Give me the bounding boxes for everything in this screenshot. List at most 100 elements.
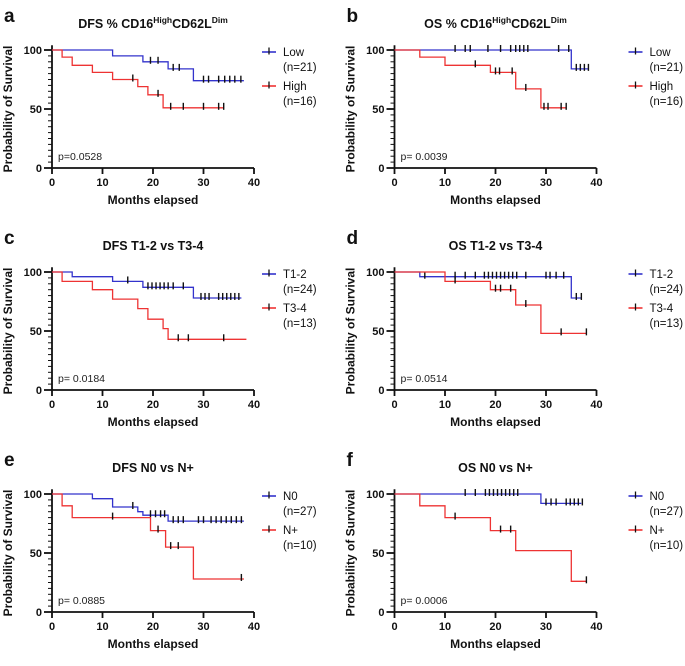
y-tick-label: 100	[366, 267, 384, 279]
panel-letter-d: d	[347, 228, 359, 249]
legend-series-n: (n=13)	[283, 318, 317, 330]
y-axis-title: Probability of Survival	[1, 46, 15, 173]
p-value-f: p= 0.0006	[401, 595, 448, 607]
legend-series-name: N+	[283, 525, 298, 537]
x-tick-label: 30	[540, 621, 552, 633]
legend-entry-n0: N0 (n=27)	[262, 491, 317, 518]
x-tick-label: 30	[197, 621, 209, 633]
x-tick-label: 10	[439, 399, 451, 411]
panel-letter-b: b	[347, 6, 359, 27]
legend-entry-n0: N0 (n=27)	[628, 491, 684, 518]
survival-curve-high	[394, 49, 567, 109]
legend-series-n: (n=27)	[283, 506, 317, 518]
x-axis-title: Months elapsed	[450, 637, 541, 651]
km-plot-f: f OS N0 vs N+ 0 50 100 0 10 20 30 40 Months elapse…	[344, 450, 684, 651]
panel-title-f: OS N0 vs N+	[458, 461, 533, 475]
legend-series-n: (n=27)	[650, 506, 684, 518]
y-tick-label: 0	[36, 607, 42, 619]
axes-d: 0 50 100 0 10 20 30 40	[366, 267, 602, 411]
panel-title-d: OS T1-2 vs T3-4	[449, 239, 543, 253]
km-panel-b: b OS % CD16HighCD62LDim 0 50 100 0 10 20 30 40 Mon…	[342, 0, 685, 222]
x-tick-label: 0	[49, 177, 55, 189]
y-tick-label: 50	[30, 548, 42, 560]
x-tick-label: 20	[147, 399, 159, 411]
legend-series-name: Low	[650, 47, 672, 59]
survival-curve-n0	[52, 493, 244, 522]
survival-curve-low	[52, 49, 244, 82]
panel-title-b: OS % CD16HighCD62LDim	[424, 15, 567, 31]
legend-entry-high: High (n=16)	[628, 81, 684, 108]
x-tick-label: 10	[439, 177, 451, 189]
legend-series-n: (n=10)	[283, 540, 317, 552]
survival-curve-low	[394, 49, 589, 70]
x-tick-label: 30	[540, 177, 552, 189]
y-axis-title: Probability of Survival	[1, 268, 15, 395]
km-plot-d: d OS T1-2 vs T3-4 0 50 100 0 10 20 30 40 Months el…	[344, 228, 684, 429]
x-tick-label: 30	[197, 399, 209, 411]
legend-entry-n+: N+ (n=10)	[628, 525, 683, 552]
x-tick-label: 0	[391, 177, 397, 189]
axes-a: 0 50 100 0 10 20 30 40	[24, 45, 260, 189]
x-tick-label: 40	[590, 399, 602, 411]
x-tick-label: 30	[540, 399, 552, 411]
x-tick-label: 0	[49, 399, 55, 411]
legend-series-n: (n=24)	[283, 284, 317, 296]
legend-series-name: T1-2	[650, 269, 674, 281]
y-tick-label: 50	[372, 104, 384, 116]
x-axis-title: Months elapsed	[450, 193, 541, 207]
legend-entry-high: High (n=16)	[262, 81, 317, 108]
survival-curve-n0	[394, 493, 582, 505]
y-tick-label: 0	[378, 163, 384, 175]
axes-c: 0 50 100 0 10 20 30 40	[24, 267, 260, 411]
panel-letter-c: c	[4, 228, 15, 249]
p-value-a: p=0.0528	[58, 151, 102, 163]
legend-series-name: High	[283, 81, 307, 93]
p-value-c: p= 0.0184	[58, 373, 105, 385]
x-tick-label: 40	[248, 399, 260, 411]
x-tick-label: 0	[49, 621, 55, 633]
legend-series-name: T3-4	[283, 303, 307, 315]
x-tick-label: 20	[489, 177, 501, 189]
x-tick-label: 10	[96, 177, 108, 189]
censor-ticks-n0	[132, 501, 243, 524]
panel-letter-f: f	[347, 450, 354, 471]
panel-title-e: DFS N0 vs N+	[112, 461, 194, 475]
x-tick-label: 40	[590, 621, 602, 633]
y-tick-label: 0	[378, 385, 384, 397]
legend-series-n: (n=21)	[650, 62, 684, 74]
y-tick-label: 50	[30, 326, 42, 338]
axes-b: 0 50 100 0 10 20 30 40	[366, 45, 602, 189]
x-tick-label: 20	[147, 177, 159, 189]
km-plot-a: a DFS % CD16HighCD62LDim 0 50 100 0 10 20 30 40 Mo…	[1, 6, 317, 207]
km-plot-e: e DFS N0 vs N+ 0 50 100 0 10 20 30 40 Months elaps…	[1, 450, 317, 651]
km-plot-c: c DFS T1-2 vs T3-4 0 50 100 0 10 20 30 40 Months e…	[1, 228, 317, 429]
legend-entry-t3-4: T3-4 (n=13)	[628, 303, 683, 330]
x-axis-title: Months elapsed	[108, 415, 199, 429]
km-panel-a: a DFS % CD16HighCD62LDim 0 50 100 0 10 20 30 40 Mo…	[0, 0, 342, 222]
y-tick-label: 0	[36, 163, 42, 175]
legend-series-n: (n=24)	[650, 284, 684, 296]
axes-e: 0 50 100 0 10 20 30 40	[24, 489, 260, 633]
x-tick-label: 30	[197, 177, 209, 189]
p-value-b: p= 0.0039	[401, 151, 448, 163]
survival-curve-t3-4	[52, 271, 247, 340]
legend-series-n: (n=16)	[283, 96, 317, 108]
censor-ticks-t3-4	[454, 276, 588, 336]
censor-ticks-n+	[454, 512, 588, 584]
legend-series-name: Low	[283, 47, 305, 59]
x-tick-label: 20	[489, 621, 501, 633]
legend-series-n: (n=16)	[650, 96, 684, 108]
legend-entry-t1-2: T1-2 (n=24)	[628, 269, 684, 296]
legend-series-name: T3-4	[650, 303, 674, 315]
censor-ticks-low	[454, 45, 590, 71]
y-axis-title: Probability of Survival	[1, 490, 15, 617]
censor-ticks-high	[132, 74, 225, 110]
y-tick-label: 50	[372, 548, 384, 560]
x-axis-title: Months elapsed	[108, 193, 199, 207]
panel-letter-a: a	[4, 6, 15, 27]
censor-ticks-high	[474, 60, 567, 110]
y-tick-label: 100	[366, 45, 384, 57]
legend-series-n: (n=21)	[283, 62, 317, 74]
survival-curve-t3-4	[394, 271, 587, 335]
km-panel-c: c DFS T1-2 vs T3-4 0 50 100 0 10 20 30 40 Months e…	[0, 222, 342, 444]
